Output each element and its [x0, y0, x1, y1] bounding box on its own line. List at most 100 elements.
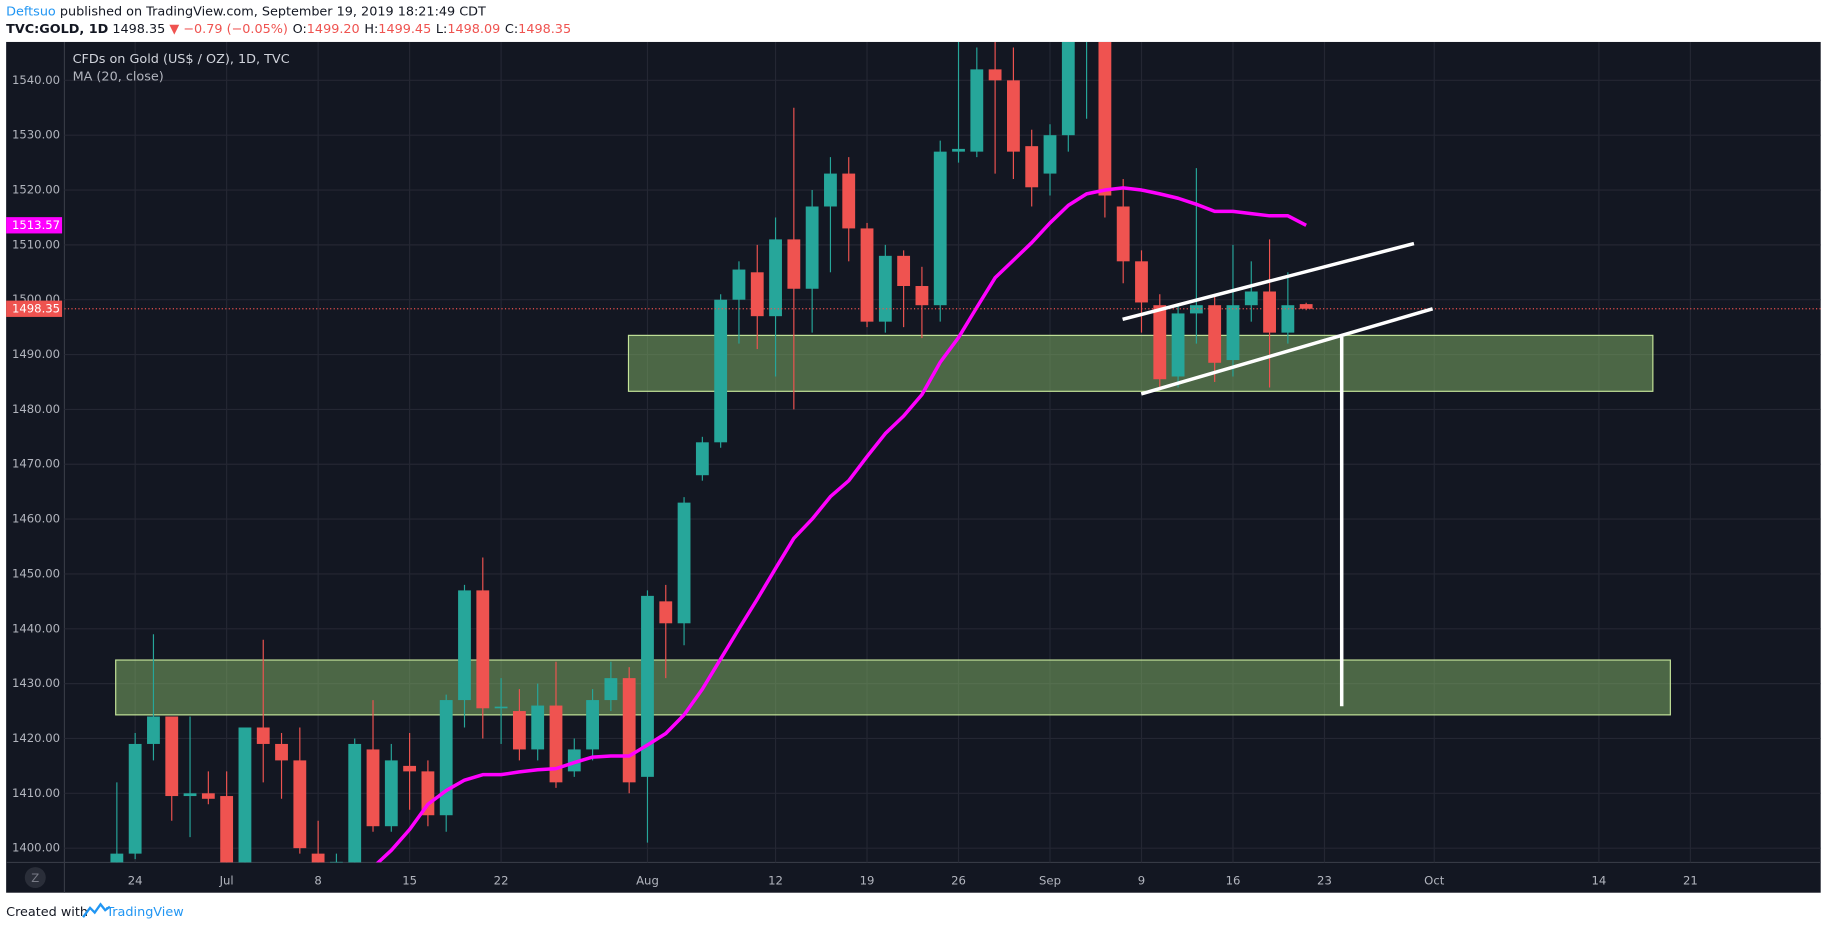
- candle-body: [348, 743, 362, 863]
- candle-body: [403, 765, 417, 772]
- x-tick-label: 8: [314, 874, 321, 888]
- x-tick-label: 26: [951, 874, 966, 888]
- candle-body: [366, 749, 380, 827]
- candle-body: [293, 760, 307, 849]
- x-tick-label: Oct: [1424, 874, 1445, 888]
- axes: 1400.00 1410.00 1420.00 1430.00 1440.00 1450.…: [6, 73, 1698, 888]
- footer-created: Created with: [6, 905, 88, 920]
- price-tag: [6, 300, 63, 317]
- ohlc-value: 1499.45: [378, 22, 431, 37]
- candle-body: [1263, 291, 1276, 333]
- candle-body: [165, 716, 179, 797]
- ohlc-key: L:: [436, 22, 447, 37]
- ma-price-label: 1513.57: [12, 218, 60, 232]
- ohlc-key: O:: [293, 22, 307, 37]
- candle-body: [549, 705, 563, 783]
- footer-brand[interactable]: TradingView: [105, 905, 183, 920]
- y-tick-label: 1400.00: [12, 841, 60, 855]
- candle-body: [1061, 41, 1075, 136]
- candle-body: [952, 148, 965, 152]
- candle-body: [604, 678, 618, 701]
- scale-button[interactable]: [24, 867, 46, 889]
- x-tick-label: 21: [1683, 874, 1698, 888]
- candle-body: [1299, 304, 1313, 309]
- candle-body: [970, 69, 984, 152]
- symbol: TVC:GOLD, 1D: [6, 22, 108, 37]
- candle-body: [494, 706, 508, 709]
- candle-body: [897, 255, 911, 287]
- y-tick-label: 1420.00: [12, 731, 60, 745]
- candle-body: [824, 173, 837, 207]
- candle-body: [1098, 41, 1112, 196]
- zone: [115, 659, 1671, 716]
- y-tick-label: 1430.00: [12, 676, 60, 690]
- candle-body: [512, 711, 526, 750]
- candle-body: [275, 743, 288, 761]
- candle-body: [567, 749, 581, 772]
- candle-body: [439, 700, 453, 816]
- candle-body: [1116, 206, 1130, 262]
- candle-body: [384, 760, 398, 827]
- price-label: 1498.35: [12, 301, 60, 315]
- change: −0.79 (−0.05%): [183, 22, 288, 37]
- candle-body: [1189, 305, 1203, 314]
- candle-body: [860, 228, 874, 322]
- x-tick-label: 22: [494, 874, 509, 888]
- candle-body: [476, 590, 490, 709]
- candle-body: [183, 793, 197, 797]
- ma-line: [375, 186, 1307, 863]
- chart-panel: [6, 41, 1821, 893]
- ma-price-tag: [6, 217, 63, 234]
- candle-body: [110, 853, 124, 863]
- y-tick-label: 1450.00: [12, 566, 60, 580]
- scale-button-label[interactable]: Z: [31, 871, 39, 885]
- candle-body: [677, 502, 691, 624]
- y-tick-label: 1480.00: [12, 402, 60, 416]
- candle-body: [531, 705, 545, 750]
- candle-body: [586, 700, 599, 750]
- candle-body: [988, 69, 1002, 81]
- y-tick-label: 1440.00: [12, 621, 60, 635]
- arrow: ▼: [169, 22, 179, 37]
- candle-body: [641, 595, 654, 777]
- author[interactable]: Deftsuo: [6, 4, 56, 19]
- legend-ma[interactable]: MA (20, close): [73, 69, 164, 84]
- candle-body: [1080, 41, 1094, 42]
- y-tick-label: 1510.00: [12, 237, 60, 251]
- candle-body: [1171, 313, 1185, 377]
- candle-body: [147, 716, 160, 744]
- x-tick-label: 24: [128, 874, 143, 888]
- candle-body: [1025, 146, 1039, 188]
- candle-body: [220, 796, 234, 863]
- candle-body: [1007, 80, 1020, 152]
- candle-body: [238, 727, 252, 863]
- candle-body: [1226, 305, 1240, 361]
- ohlc-key: C:: [505, 22, 518, 37]
- plot: [64, 41, 1821, 863]
- candle-body: [695, 442, 709, 476]
- y-tick-label: 1530.00: [12, 128, 60, 142]
- candle-body: [1208, 305, 1222, 363]
- x-tick-label: Aug: [636, 874, 659, 888]
- y-tick-label: 1490.00: [12, 347, 60, 361]
- candle-body: [714, 299, 728, 443]
- x-tick-label: 19: [860, 874, 875, 888]
- symbol-line: TVC:GOLD, 1D 1498.35 ▼ −0.79 (−0.05%) O:1…: [6, 22, 571, 37]
- x-tick-label: Jul: [219, 874, 234, 888]
- published: published on TradingView.com, September …: [60, 4, 486, 19]
- candle-body: [787, 239, 801, 289]
- legend-title: CFDs on Gold (US$ / OZ), 1D, TVC: [73, 52, 290, 67]
- y-tick-label: 1520.00: [12, 183, 60, 197]
- candle-body: [256, 727, 270, 744]
- zones: [115, 334, 1671, 716]
- drawings: [1122, 241, 1434, 707]
- candle-body: [458, 590, 471, 701]
- candle-body: [622, 678, 636, 783]
- y-tick-label: 1470.00: [12, 457, 60, 471]
- y-tick-label: 1460.00: [12, 512, 60, 526]
- candle-body: [878, 255, 892, 322]
- ohlc-value: 1498.09: [447, 22, 500, 37]
- candle-body: [128, 743, 142, 854]
